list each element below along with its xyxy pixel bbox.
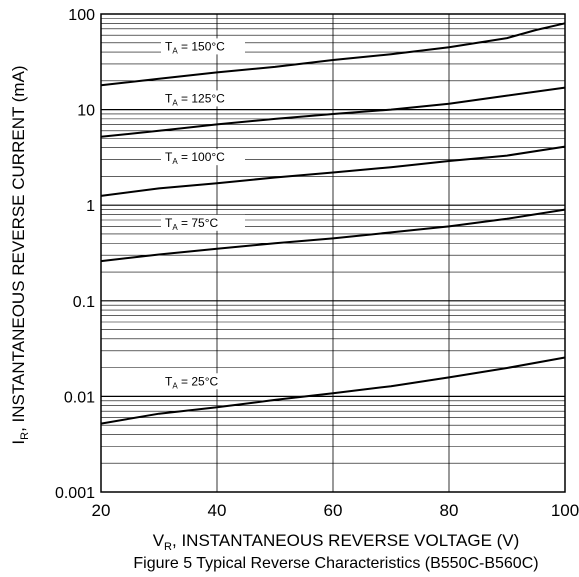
x-tick-label: 60 [324, 501, 343, 520]
y-tick-label: 0.01 [64, 389, 95, 406]
x-tick-label: 80 [440, 501, 459, 520]
x-tick-label: 40 [208, 501, 227, 520]
y-tick-label: 1 [86, 198, 95, 215]
series-label-background [161, 214, 245, 231]
y-tick-label: 10 [77, 103, 95, 120]
series-label-sub: A [172, 98, 178, 107]
x-axis-title-main: V [153, 531, 165, 550]
series-label-background [161, 38, 245, 55]
series-line [100, 22, 566, 87]
series-label-sub: A [172, 223, 178, 232]
series-label: TA = 75°C [165, 216, 219, 232]
series-label-rest: = 100°C [178, 150, 225, 164]
series-line [100, 356, 566, 425]
series-line [100, 145, 566, 197]
series-label-rest: = 75°C [178, 216, 219, 230]
series-label-rest: = 25°C [178, 374, 219, 388]
series-label-rest: = 150°C [178, 39, 225, 53]
y-axis-title: IR, INSTANTANEOUS REVERSE CURRENT (mA) [9, 65, 31, 444]
series-label-background [161, 149, 245, 166]
series-label-sub: A [172, 157, 178, 166]
series-label-main: T [165, 39, 173, 53]
x-tick-label: 100 [551, 501, 579, 520]
series-label-main: T [165, 374, 173, 388]
y-axis-title-rest: , INSTANTANEOUS REVERSE CURRENT (mA) [9, 65, 28, 431]
x-axis-title: VR, INSTANTANEOUS REVERSE VOLTAGE (V) [153, 531, 520, 553]
x-tick-label: 20 [92, 501, 111, 520]
series-label-sub: A [172, 381, 178, 390]
series-label-sub: A [172, 46, 178, 55]
y-tick-label: 100 [68, 7, 95, 24]
curves [100, 22, 566, 425]
series-label-background [161, 373, 245, 390]
series-label-main: T [165, 91, 173, 105]
series-label: TA = 25°C [165, 374, 219, 390]
x-axis-ticks: 20 40 60 80 100 [92, 501, 579, 520]
x-axis-title-sub: R [164, 541, 172, 553]
series-label: TA = 100°C [165, 150, 225, 166]
y-axis-ticks: 0.001 0.01 0.1 1 10 100 [55, 7, 95, 502]
series-label-background [161, 90, 245, 107]
series-label-main: T [165, 216, 173, 230]
series-line [100, 86, 566, 138]
y-tick-label: 0.1 [73, 294, 95, 311]
figure-caption: Figure 5 Typical Reverse Characteristics… [133, 555, 538, 572]
series-line [100, 208, 566, 263]
y-axis-title-sub: R [19, 432, 31, 440]
series-label: TA = 150°C [165, 39, 225, 55]
x-axis-title-rest: , INSTANTANEOUS REVERSE VOLTAGE (V) [172, 531, 519, 550]
plot-frame [100, 13, 566, 493]
curve-labels: TA = 150°CTA = 125°CTA = 100°CTA = 75°CT… [161, 38, 245, 390]
series-label-main: T [165, 150, 173, 164]
y-axis-title-main: I [9, 440, 28, 445]
y-tick-label: 0.001 [55, 485, 95, 502]
series-label-rest: = 125°C [178, 91, 225, 105]
series-label: TA = 125°C [165, 91, 225, 107]
